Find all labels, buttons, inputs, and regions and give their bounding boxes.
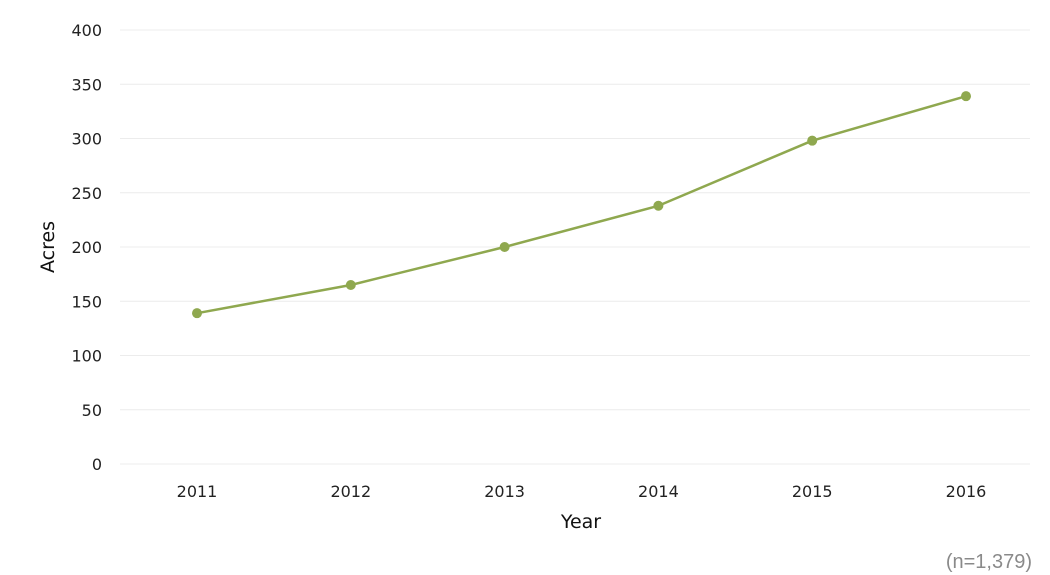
- x-tick-label: 2014: [638, 482, 679, 501]
- y-tick-label: 250: [71, 184, 102, 203]
- y-tick-label: 400: [71, 21, 102, 40]
- series-line: [195, 94, 968, 315]
- y-tick-label: 0: [92, 455, 102, 474]
- y-axis-label: Acres: [37, 221, 59, 273]
- x-axis-ticks: 2011 2012 2013 2014 2015 2016: [177, 482, 987, 501]
- x-tick-label: 2011: [177, 482, 218, 501]
- y-tick-label: 150: [71, 292, 102, 311]
- sample-size-note: (n=1,379): [946, 551, 1032, 573]
- x-tick-label: 2013: [484, 482, 525, 501]
- y-tick-label: 300: [71, 130, 102, 149]
- x-tick-label: 2012: [330, 482, 371, 501]
- y-tick-label: 100: [71, 347, 102, 366]
- data-point: [961, 91, 971, 102]
- x-axis-label: Year: [560, 511, 601, 533]
- y-tick-label: 50: [82, 401, 102, 420]
- gridlines: [120, 29, 1030, 465]
- data-point: [192, 308, 202, 319]
- x-tick-label: 2016: [946, 482, 987, 501]
- y-tick-label: 200: [71, 238, 102, 257]
- y-tick-label: 350: [71, 75, 102, 94]
- data-series: [192, 91, 971, 319]
- data-point: [653, 200, 664, 211]
- y-axis-ticks: 0 50 100 150 200 250 300 350 400: [71, 21, 102, 474]
- data-point: [345, 279, 356, 290]
- data-point: [807, 135, 818, 146]
- data-point: [499, 242, 510, 252]
- x-tick-label: 2015: [792, 482, 833, 501]
